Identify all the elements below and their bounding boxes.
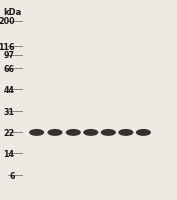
Text: 22: 22 (3, 128, 15, 137)
Text: 116: 116 (0, 43, 15, 52)
Text: kDa: kDa (4, 8, 22, 16)
Ellipse shape (83, 129, 98, 136)
Ellipse shape (47, 129, 62, 136)
Text: 200: 200 (0, 17, 15, 26)
Text: 44: 44 (4, 86, 15, 94)
Text: 97: 97 (4, 51, 15, 60)
Ellipse shape (136, 129, 151, 136)
Ellipse shape (29, 129, 44, 136)
Ellipse shape (66, 129, 81, 136)
Text: 66: 66 (4, 65, 15, 74)
Text: 6: 6 (9, 171, 15, 180)
Ellipse shape (118, 129, 133, 136)
Text: 14: 14 (4, 149, 15, 158)
Ellipse shape (101, 129, 116, 136)
Text: 31: 31 (4, 107, 15, 116)
